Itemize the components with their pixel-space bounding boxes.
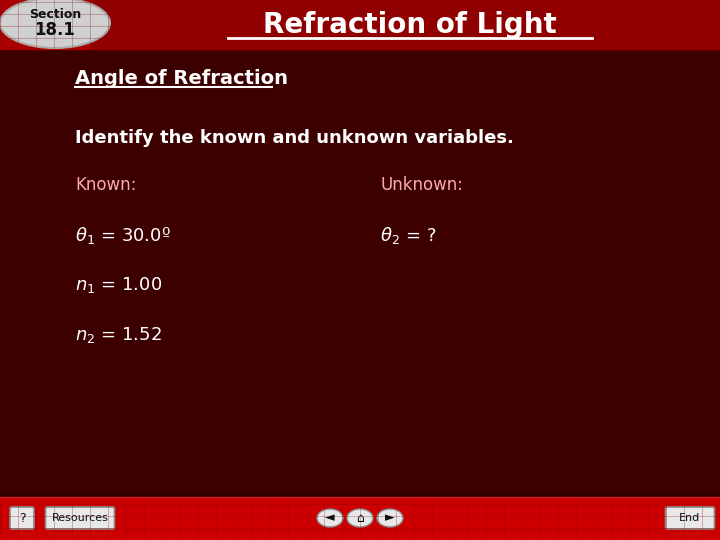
Text: ⌂: ⌂ xyxy=(356,511,364,524)
Ellipse shape xyxy=(377,509,403,527)
FancyBboxPatch shape xyxy=(90,0,720,50)
Text: Section: Section xyxy=(29,8,81,21)
FancyBboxPatch shape xyxy=(10,507,34,529)
Text: 18.1: 18.1 xyxy=(35,21,76,39)
Text: $n_1$ = 1.00: $n_1$ = 1.00 xyxy=(75,275,162,295)
Text: ?: ? xyxy=(19,511,25,524)
Text: Identify the known and unknown variables.: Identify the known and unknown variables… xyxy=(75,129,514,147)
Text: $n_2$ = 1.52: $n_2$ = 1.52 xyxy=(75,325,162,345)
Text: ◄: ◄ xyxy=(325,511,335,524)
Text: $\theta_2$ = ?: $\theta_2$ = ? xyxy=(380,225,436,246)
Ellipse shape xyxy=(347,509,373,527)
Text: Resources: Resources xyxy=(52,513,109,523)
FancyBboxPatch shape xyxy=(0,0,720,50)
FancyBboxPatch shape xyxy=(45,507,114,529)
Ellipse shape xyxy=(317,509,343,527)
Text: $\theta_1$ = 30.0º: $\theta_1$ = 30.0º xyxy=(75,225,171,246)
Text: Refraction of Light: Refraction of Light xyxy=(263,11,557,39)
Text: Angle of Refraction: Angle of Refraction xyxy=(75,69,288,87)
Ellipse shape xyxy=(0,0,110,48)
Text: ►: ► xyxy=(385,511,395,524)
FancyBboxPatch shape xyxy=(0,495,720,540)
FancyBboxPatch shape xyxy=(665,507,714,529)
Text: Unknown:: Unknown: xyxy=(380,176,463,194)
Text: Known:: Known: xyxy=(75,176,136,194)
Text: End: End xyxy=(680,513,701,523)
